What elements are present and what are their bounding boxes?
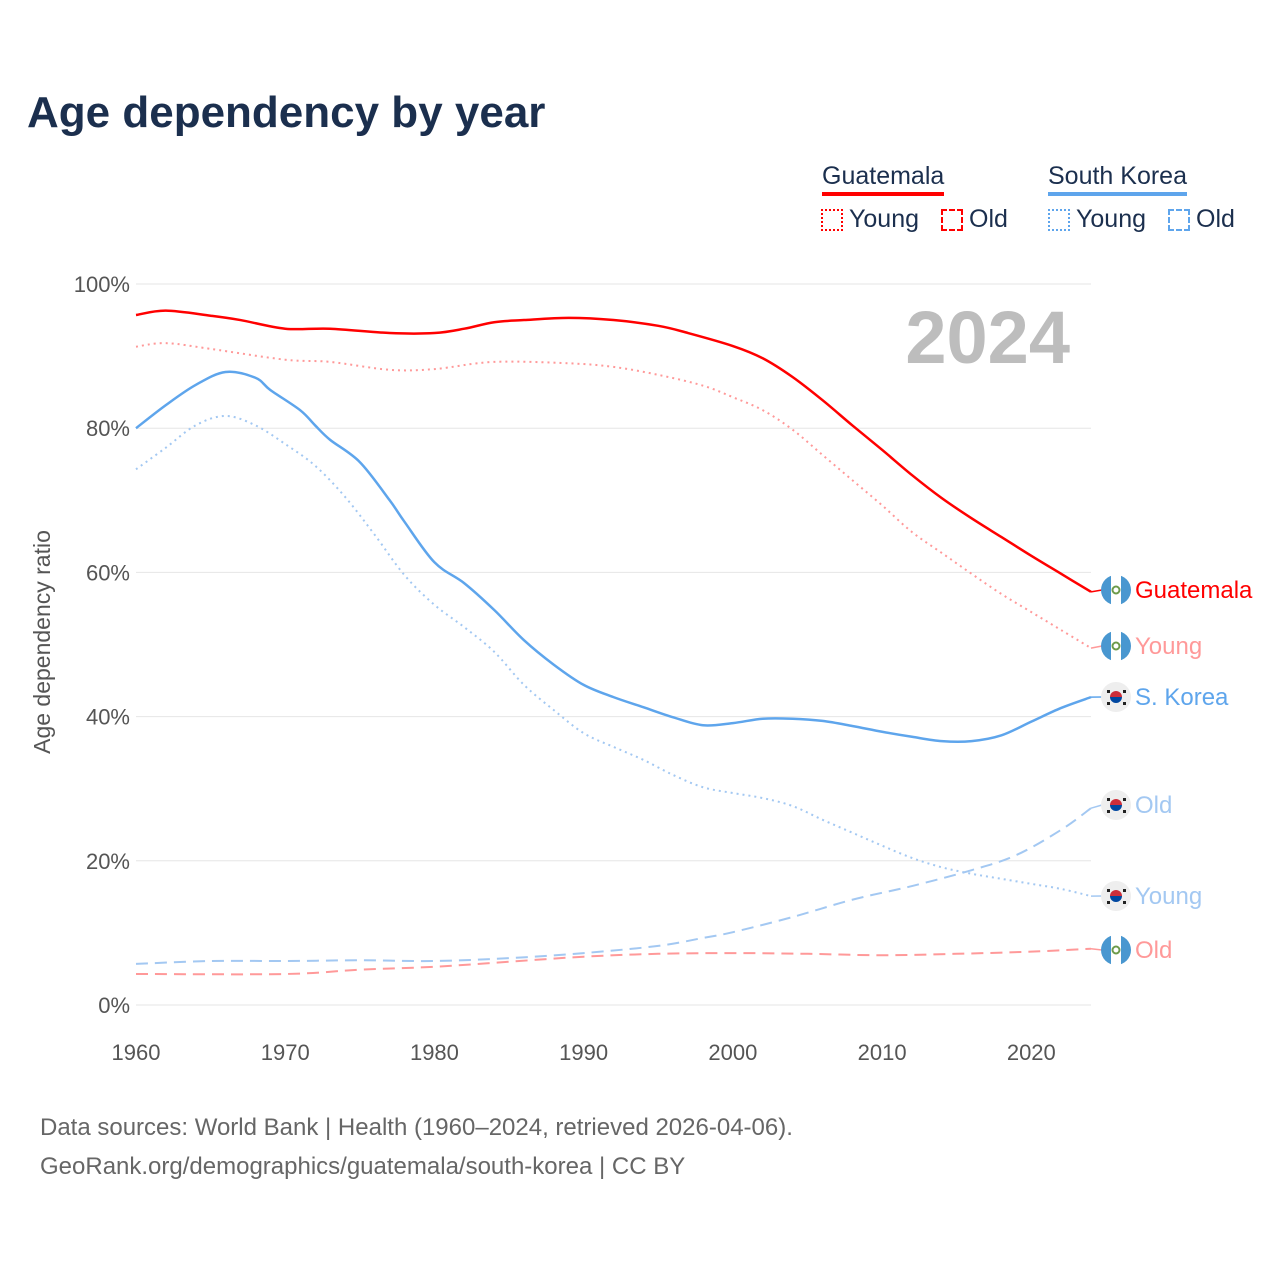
series-end-label: Old (1135, 937, 1172, 964)
korea-flag-icon (1101, 881, 1131, 911)
korea-flag-icon (1101, 790, 1131, 820)
series-end-label: Old (1135, 792, 1172, 819)
legend-label: Old (969, 205, 1008, 233)
x-tick-label: 1990 (559, 1040, 608, 1065)
dotted-line-swatch-icon (1048, 208, 1070, 231)
data-source: Data sources: World Bank | Health (1960–… (40, 1114, 793, 1141)
dotted-line-swatch-icon (821, 208, 843, 231)
footer: Data sources: World Bank | Health (1960–… (40, 1108, 793, 1186)
series-line-south-korea-old[interactable] (135, 807, 1092, 965)
y-tick-label: 0% (98, 993, 130, 1018)
x-tick-label: 1960 (112, 1040, 161, 1065)
y-tick-label: 40% (86, 705, 130, 730)
series-line-guatemala-young[interactable] (135, 342, 1092, 649)
series-end-label: S. Korea (1135, 684, 1229, 711)
legend-guatemala[interactable]: Guatemala (822, 162, 945, 196)
series-line-south-korea[interactable] (135, 370, 1092, 743)
y-tick-label: 80% (86, 416, 130, 441)
label-connector (1090, 589, 1103, 593)
legend-label: Young (849, 205, 919, 233)
series-end-label: Young (1135, 633, 1202, 660)
x-tick-label: 2020 (1007, 1040, 1056, 1065)
dashed-line-swatch-icon (1168, 208, 1190, 231)
y-tick-label: 100% (74, 272, 130, 297)
series-line-guatemala[interactable] (135, 309, 1092, 593)
legend-label: Young (1076, 205, 1146, 233)
legend-label: Old (1196, 205, 1235, 233)
series-end-label: Guatemala (1135, 577, 1253, 604)
legend-guatemala-young[interactable]: Young (821, 205, 919, 234)
korea-flag-icon (1101, 682, 1131, 712)
source-link[interactable]: GeoRank.org/demographics/guatemala/south… (40, 1153, 686, 1180)
dashed-line-swatch-icon (941, 208, 963, 231)
y-tick-label: 60% (86, 560, 130, 585)
x-tick-label: 2010 (858, 1040, 907, 1065)
year-badge: 2024 (905, 296, 1070, 379)
x-tick-label: 2000 (708, 1040, 757, 1065)
guatemala-flag-icon (1101, 631, 1131, 661)
label-connector (1090, 645, 1103, 649)
chart-title: Age dependency by year (27, 88, 546, 137)
label-connector (1090, 948, 1103, 951)
guatemala-flag-icon (1101, 935, 1131, 965)
legend-korea-young[interactable]: Young (1048, 205, 1146, 234)
series-end-label: Young (1135, 883, 1202, 910)
guatemala-flag-icon (1101, 575, 1131, 605)
y-axis-label: Age dependency ratio (29, 530, 55, 754)
series-line-guatemala-old[interactable] (135, 947, 1092, 976)
legend-guatemala-old[interactable]: Old (941, 205, 1008, 234)
legend-korea-old[interactable]: Old (1168, 205, 1235, 234)
series-line-south-korea-young[interactable] (135, 414, 1092, 898)
x-tick-label: 1970 (261, 1040, 310, 1065)
y-tick-label: 20% (86, 849, 130, 874)
legend-south-korea[interactable]: South Korea (1048, 162, 1187, 196)
x-tick-label: 1980 (410, 1040, 459, 1065)
label-connector (1090, 804, 1103, 809)
